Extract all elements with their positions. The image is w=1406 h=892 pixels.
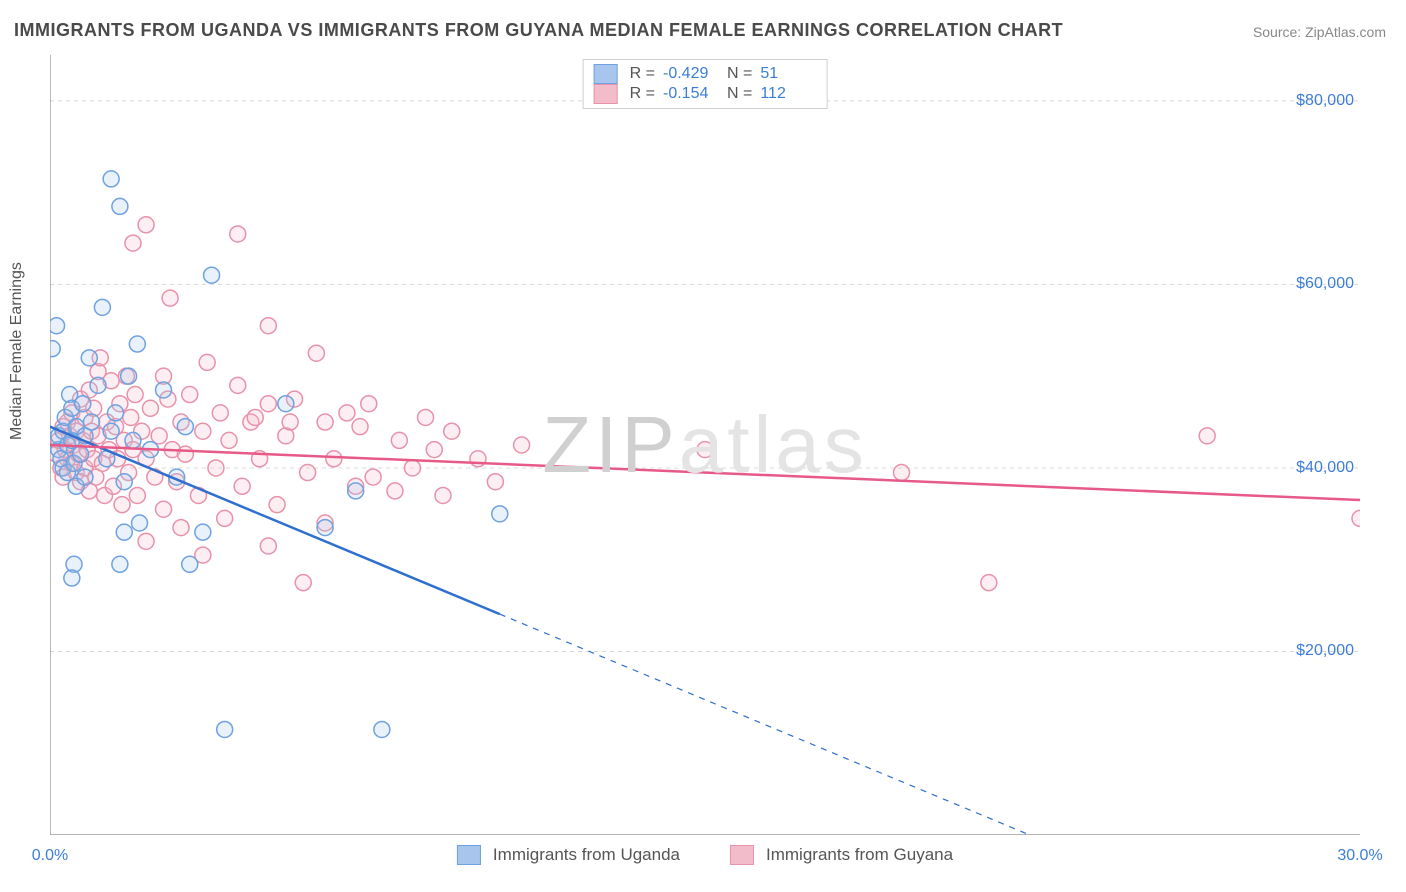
swatch-uganda bbox=[594, 64, 618, 84]
chart-area: ZIPatlas R = -0.429 N = 51 R = -0.154 N … bbox=[50, 55, 1360, 835]
legend-item-guyana: Immigrants from Guyana bbox=[730, 845, 953, 865]
x-tick-label: 0.0% bbox=[32, 847, 68, 865]
y-tick-label: $40,000 bbox=[1296, 459, 1354, 477]
y-tick-label: $60,000 bbox=[1296, 275, 1354, 293]
source-attribution: Source: ZipAtlas.com bbox=[1253, 24, 1386, 40]
swatch-guyana bbox=[730, 845, 754, 865]
scatter-chart bbox=[50, 55, 1360, 835]
source-prefix: Source: bbox=[1253, 24, 1305, 40]
series-legend: Immigrants from Uganda Immigrants from G… bbox=[457, 845, 953, 865]
n-label: N = bbox=[727, 85, 752, 103]
r-label: R = bbox=[630, 65, 655, 83]
source-value: ZipAtlas.com bbox=[1305, 24, 1386, 40]
legend-item-uganda: Immigrants from Uganda bbox=[457, 845, 680, 865]
series-label-uganda: Immigrants from Uganda bbox=[493, 845, 680, 865]
y-tick-label: $20,000 bbox=[1296, 642, 1354, 660]
chart-title: IMMIGRANTS FROM UGANDA VS IMMIGRANTS FRO… bbox=[14, 20, 1063, 41]
swatch-guyana bbox=[594, 84, 618, 104]
r-value-uganda: -0.429 bbox=[663, 65, 719, 83]
swatch-uganda bbox=[457, 845, 481, 865]
legend-row-uganda: R = -0.429 N = 51 bbox=[594, 64, 817, 84]
correlation-legend: R = -0.429 N = 51 R = -0.154 N = 112 bbox=[583, 59, 828, 109]
r-label: R = bbox=[630, 85, 655, 103]
legend-row-guyana: R = -0.154 N = 112 bbox=[594, 84, 817, 104]
x-tick-label: 30.0% bbox=[1337, 847, 1382, 865]
series-label-guyana: Immigrants from Guyana bbox=[766, 845, 953, 865]
y-tick-label: $80,000 bbox=[1296, 92, 1354, 110]
r-value-guyana: -0.154 bbox=[663, 85, 719, 103]
n-label: N = bbox=[727, 65, 752, 83]
y-axis-label: Median Female Earnings bbox=[8, 262, 26, 440]
n-value-guyana: 112 bbox=[760, 85, 816, 103]
n-value-uganda: 51 bbox=[760, 65, 816, 83]
